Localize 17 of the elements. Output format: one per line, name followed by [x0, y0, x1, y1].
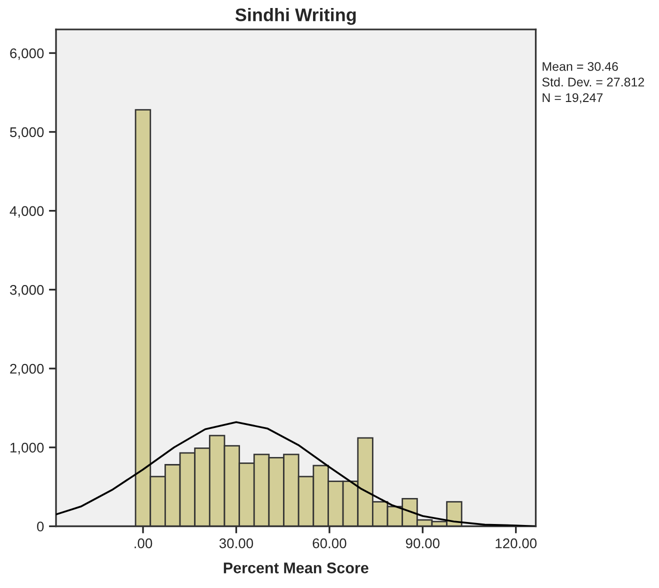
- x-tick-label: 90.00: [406, 538, 440, 548]
- x-tick-label: 120.00: [496, 538, 537, 548]
- y-tick-label: 3,000: [10, 284, 44, 296]
- y-tick-label: 4,000: [10, 206, 44, 218]
- x-tick-label: 30.00: [219, 538, 254, 548]
- text: Std. Dev. = 27.812: [542, 77, 644, 87]
- y-tick-label: 2,000: [10, 364, 44, 376]
- x-tick-label: .00: [134, 538, 152, 548]
- y-tick-label: 6,000: [10, 48, 44, 60]
- text: N = 19,247: [542, 93, 603, 104]
- chart-title: Sindhi Writing: [235, 8, 356, 25]
- y-tick-label: 0: [37, 522, 44, 532]
- x-axis-title: Percent Mean Score: [224, 562, 368, 574]
- y-tick-label: 5,000: [10, 127, 44, 139]
- text: Mean = 30.46: [542, 62, 618, 71]
- y-tick-label: 1,000: [10, 442, 44, 454]
- x-tick-label: 60.00: [312, 538, 346, 548]
